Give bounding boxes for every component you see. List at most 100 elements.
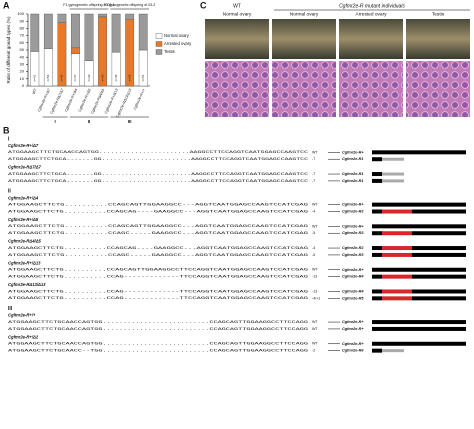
y-tick-label: 70 xyxy=(20,33,25,38)
protein-bar xyxy=(372,274,382,279)
bar-segment xyxy=(57,13,67,23)
allele-label: Cgfmr2e-R3 xyxy=(342,231,364,235)
section-label: II xyxy=(8,189,11,195)
allele-label: Cgfmr2e-R4 xyxy=(342,289,364,293)
bar-segment xyxy=(84,13,94,61)
deleted-domain xyxy=(382,274,412,279)
truncated xyxy=(382,349,404,353)
indel: WT xyxy=(312,342,318,346)
y-tick-label: 30 xyxy=(20,61,25,66)
protein-bar xyxy=(372,341,382,346)
genotype-label: Cgfmr2e-RΔ7/Δ7 xyxy=(8,165,42,170)
indel: WT xyxy=(312,203,318,207)
protein-bar xyxy=(412,252,466,257)
allele-label: Cgfmr2e-R+ xyxy=(342,203,364,207)
protein-bar xyxy=(382,320,466,325)
protein-bar xyxy=(382,267,466,272)
sequence: ATGGAAGCTTCTG..........CCAGCAG----GAAGGC… xyxy=(8,247,308,251)
deleted-domain xyxy=(382,231,412,236)
indel: -2 xyxy=(312,349,315,353)
y-axis-label: Ratio of different gonad types (%) xyxy=(6,16,11,83)
indel: -4 xyxy=(312,246,315,250)
protein-bar xyxy=(372,157,382,162)
gonad-photo xyxy=(339,19,403,59)
x-tick-label: Cgfmr2e-RΔ7/Δ7 xyxy=(49,87,65,114)
sequence: ATGGAAGCTTCTGCA-------GG................… xyxy=(8,158,308,162)
bar-segment xyxy=(138,13,148,51)
photo-label: Normal ovary xyxy=(223,11,252,17)
protein-bar xyxy=(382,341,466,346)
protein-bar xyxy=(372,178,382,183)
x-tick-label: Cgfmr2e-R+/Δ7 xyxy=(37,87,52,112)
allele-label: Cgfmr2e-R2 xyxy=(342,210,364,214)
photo-label: Testis xyxy=(432,11,445,17)
protein-bar xyxy=(372,224,382,229)
protein-bar xyxy=(382,326,466,331)
y-tick-label: 40 xyxy=(20,54,25,59)
indel: WT xyxy=(312,224,318,228)
protein-bar xyxy=(372,326,382,331)
y-tick-label: 50 xyxy=(20,47,25,52)
bar-segment xyxy=(43,13,53,49)
protein-bar xyxy=(372,202,382,207)
x-tick-label: Cgfmr2e-R+/Δ4 xyxy=(64,88,78,112)
n-label: n=61 xyxy=(33,74,37,81)
protein-bar xyxy=(382,202,466,207)
allele-label: Cgfmr2e-R+ xyxy=(342,327,364,331)
sequence: ATGGAAGCTTCTGCAACCAGTGG.................… xyxy=(8,343,308,347)
protein-bar xyxy=(372,296,382,301)
bar-segment xyxy=(30,13,40,52)
protein-bar xyxy=(382,150,466,155)
group-annotation: F1 gynogenetic offspring of 03-2 xyxy=(104,3,155,7)
genotype-label: Cgfmr2e-R+/Δ7 xyxy=(8,143,39,148)
indel: -5 xyxy=(312,231,315,235)
protein-bar xyxy=(412,209,466,214)
genotype-label: Cgfmr2e-R+/Δ5 xyxy=(8,217,39,222)
y-tick-label: 100 xyxy=(17,11,24,16)
n-label: n=51 xyxy=(141,74,145,81)
group-label: I xyxy=(54,119,55,124)
panel-label: B xyxy=(3,125,10,135)
legend-swatch xyxy=(155,33,163,39)
indel: WT xyxy=(312,268,318,272)
n-label: n=39 xyxy=(87,74,91,81)
group-label: II xyxy=(88,119,91,124)
sequence: ATGGAAGCTTCTGCAACCAGTGG.................… xyxy=(8,328,308,332)
allele-label: Cgfmr2e-R+ xyxy=(342,224,364,228)
allele-label: Cgfmr2e-R+ xyxy=(342,320,364,324)
truncated xyxy=(382,157,404,161)
allele-label: Cgfmr2e-R2 xyxy=(342,246,364,250)
panel-label: A xyxy=(3,0,10,10)
deleted-domain xyxy=(382,246,412,251)
x-tick-label: Cgfmr2e-R+/Δ13 xyxy=(104,88,119,114)
n-label: n=54 xyxy=(46,74,50,81)
indel: -7 xyxy=(312,157,315,161)
sequence: ATGGAAGCTTCTG..........CCAG-------------… xyxy=(8,276,308,280)
legend-swatch xyxy=(155,49,163,55)
sequence: ATGGAAGCTTCTG..........CCAGC-----GAAGGCC… xyxy=(8,254,308,258)
sequence: ATGGAAGCTTCTG..........CCAGCAG----GAAGGC… xyxy=(8,210,308,214)
bar-segment xyxy=(71,47,80,54)
deleted-domain xyxy=(382,252,412,257)
bar-segment xyxy=(111,13,121,53)
bar-segment xyxy=(98,13,107,18)
protein-bar xyxy=(372,209,382,214)
sequence: ATGGAAGCTTCTG..........CCAG-------------… xyxy=(8,297,308,301)
sequence: ATGGAAGCTTCTGCAACCAGTGG.................… xyxy=(8,151,308,155)
protein-bar xyxy=(412,231,466,236)
allele-label: Cgfmr2e-R+ xyxy=(342,342,364,346)
mutant-header: Cgfmr2e-R mutant individuals xyxy=(339,3,405,9)
sequence: ATGGAAGCTTCTGCA-------GG................… xyxy=(8,173,308,177)
protein-bar xyxy=(372,267,382,272)
sequence: ATGGAAGCTTCTGCA-------GG................… xyxy=(8,180,308,184)
protein-bar xyxy=(412,296,466,301)
protein-bar xyxy=(412,246,466,251)
protein-bar xyxy=(382,224,466,229)
y-tick-label: 10 xyxy=(20,76,25,81)
legend-label: Arrested ovary xyxy=(164,41,192,46)
x-tick-label: Cgfmr2e-R+/+ xyxy=(133,88,146,110)
photo-label: Normal ovary xyxy=(290,11,319,17)
y-tick-label: 60 xyxy=(20,40,25,45)
y-tick-label: 20 xyxy=(20,69,25,74)
